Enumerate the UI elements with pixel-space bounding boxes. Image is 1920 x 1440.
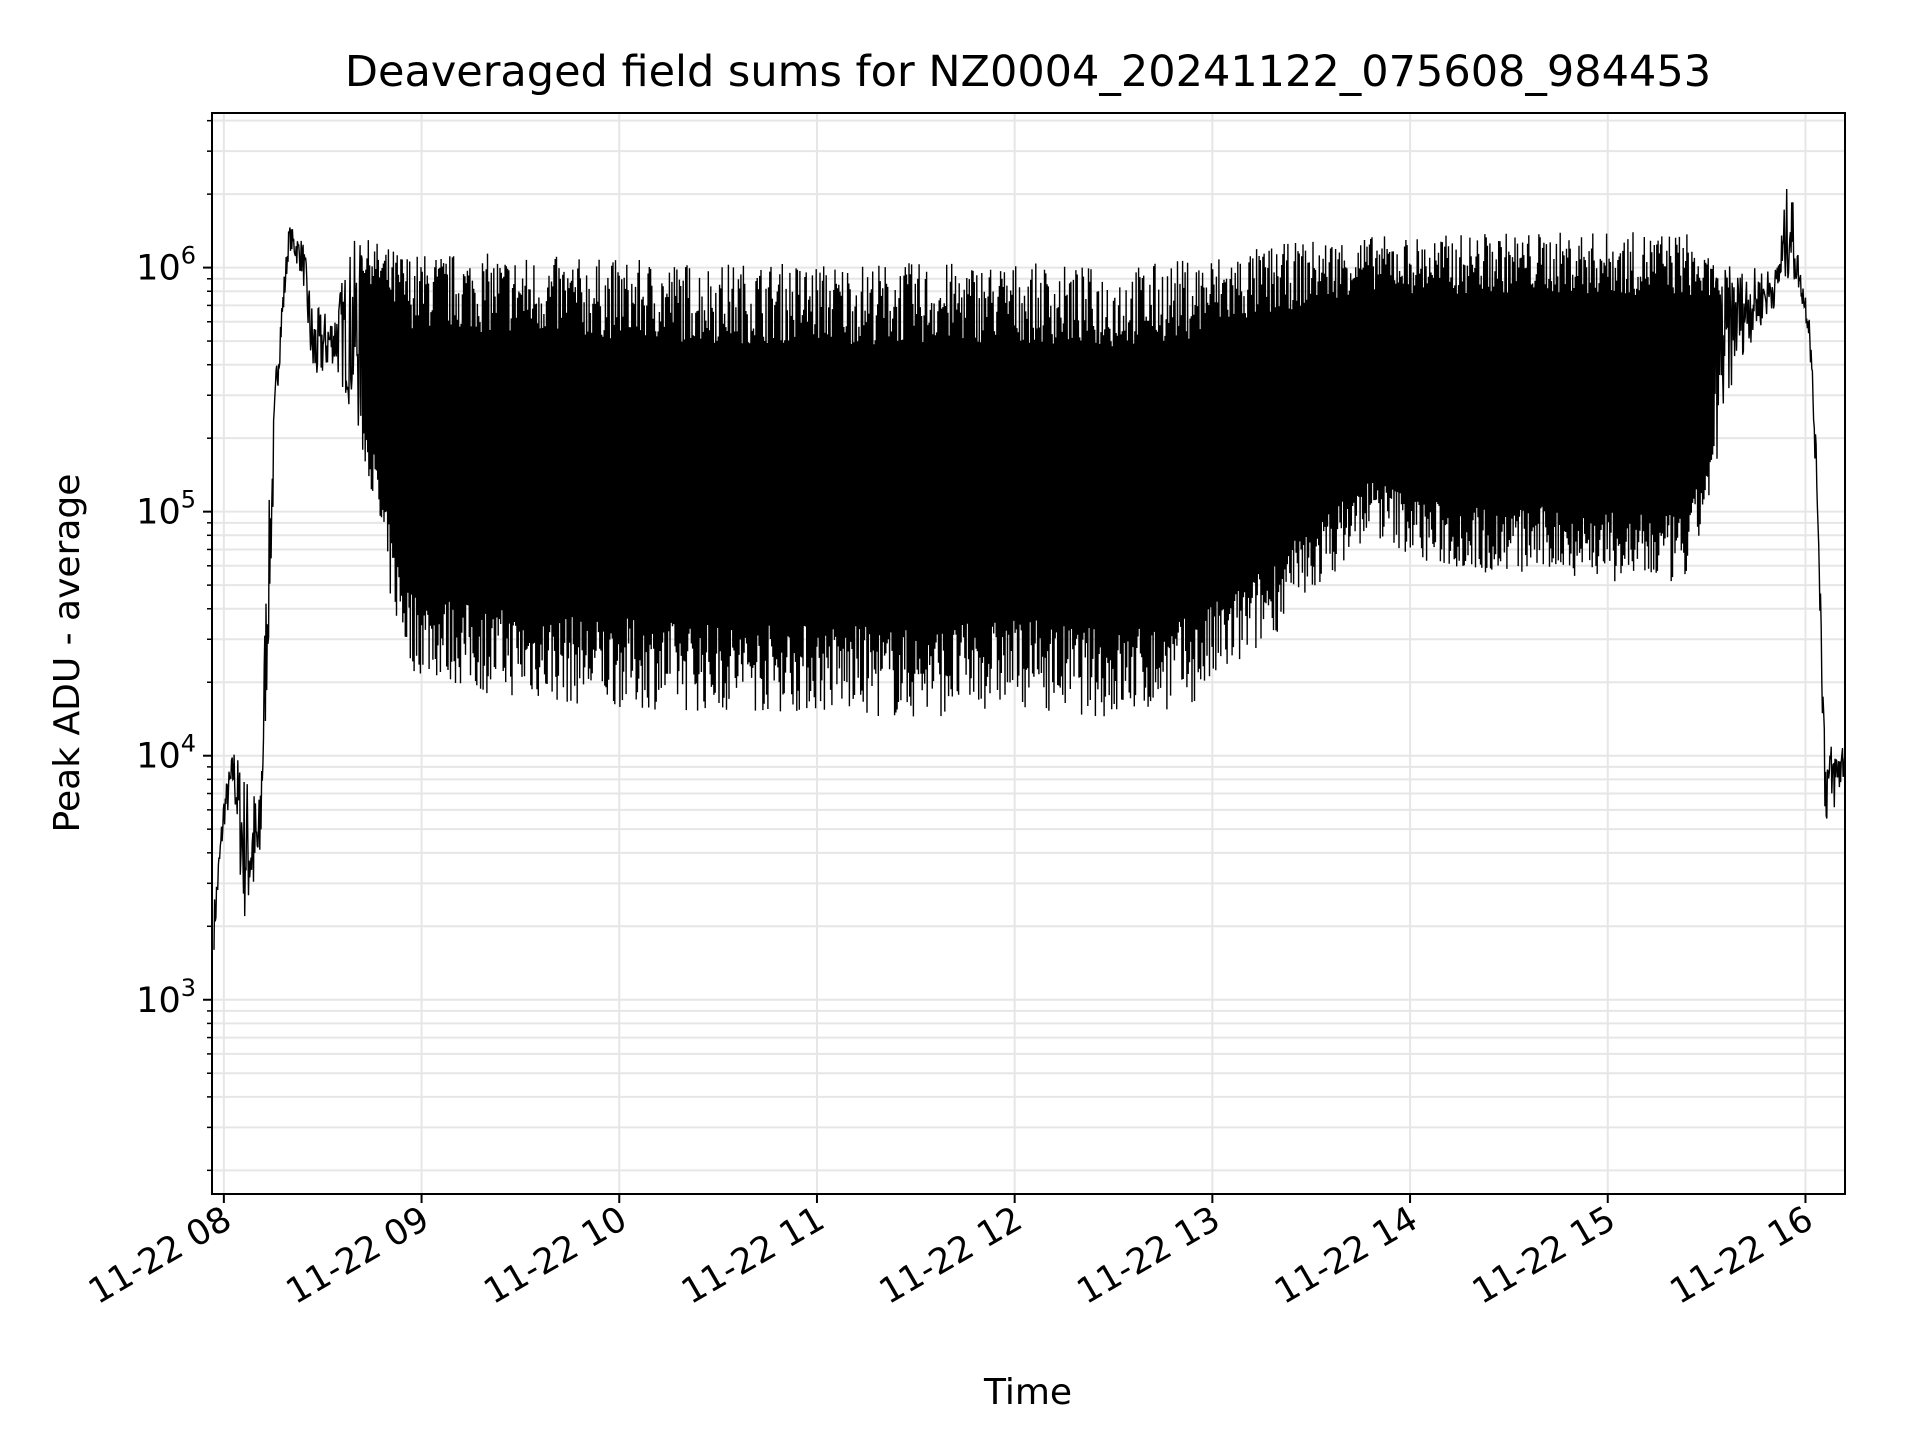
y-tick-label: 106 — [136, 242, 196, 289]
y-tick-label: 105 — [136, 486, 196, 533]
chart-title: Deaveraged field sums for NZ0004_2024112… — [345, 47, 1711, 97]
y-tick-label: 103 — [136, 974, 196, 1021]
series-line-peak-adu — [213, 188, 1846, 950]
plot-frame — [211, 112, 1846, 1195]
x-axis-label: Time — [983, 1372, 1072, 1413]
y-tick-label: 104 — [136, 730, 196, 777]
series-layer — [213, 188, 1846, 950]
y-axis-label: Peak ADU - average — [47, 474, 88, 833]
